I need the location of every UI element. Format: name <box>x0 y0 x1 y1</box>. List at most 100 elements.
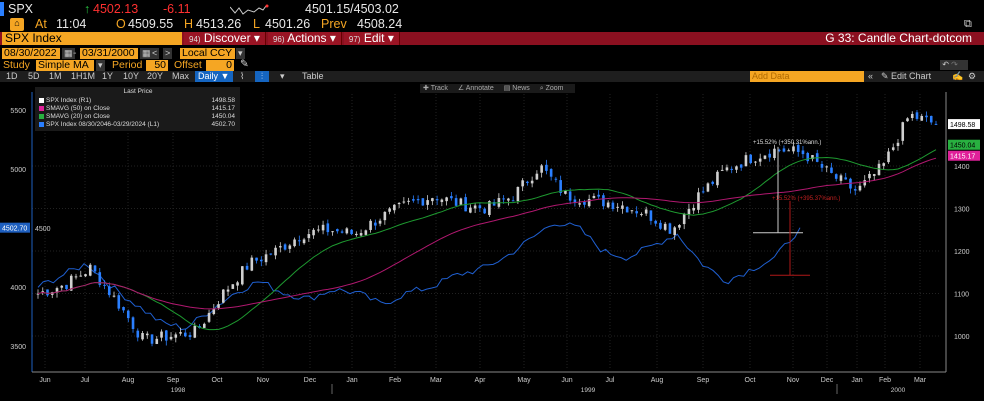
candle-body <box>412 199 415 201</box>
candle-body <box>549 169 553 177</box>
candle-body <box>616 206 619 208</box>
track-label: Track <box>430 85 448 92</box>
period-input[interactable]: 50 <box>146 60 168 71</box>
price-chart[interactable]: 1000 1100 1200 1300 1400 3500 4000 4500 5000 5500… <box>0 82 984 401</box>
candle-body <box>402 201 406 203</box>
study-select[interactable]: Simple MA <box>36 60 94 71</box>
annotate-tool[interactable]: ∠ Annotate <box>457 85 494 92</box>
candle-body <box>65 284 68 290</box>
security-field[interactable]: SPX Index <box>2 32 182 45</box>
timeframe-20y[interactable]: 20Y <box>147 71 164 81</box>
gauge-icon[interactable]: ⌂ <box>10 18 24 31</box>
candle-body <box>326 223 330 233</box>
chart-type-dropdown-icon[interactable]: ▾ <box>280 71 285 81</box>
news-tool[interactable]: ▤ News <box>503 85 530 92</box>
candle-body <box>777 149 781 151</box>
candle-body <box>758 158 762 162</box>
annotate-label: Annotate <box>465 85 494 92</box>
edit-chart-button[interactable]: ✎ Edit Chart <box>881 71 932 81</box>
candle-body <box>388 208 391 212</box>
timeframe-1y[interactable]: 1Y <box>102 71 114 81</box>
page-title: G 33: Candle Chart-dotcom <box>825 31 972 45</box>
calendar-icon[interactable]: ▦ <box>140 48 153 59</box>
settings-gear-icon[interactable]: ⚙ <box>968 71 977 81</box>
collapse-icon[interactable]: « <box>868 71 874 81</box>
candle-body <box>739 164 743 168</box>
redo-icon[interactable]: ↷ <box>951 60 958 69</box>
candle-body <box>507 198 510 201</box>
track-tool[interactable]: ✚ Track <box>423 85 448 92</box>
timeframe-1d[interactable]: 1D <box>6 71 18 81</box>
candle-body <box>364 230 368 235</box>
candle-body <box>920 115 924 121</box>
candle-body <box>554 178 558 180</box>
timeframe-1h1m[interactable]: 1H1M <box>71 71 96 81</box>
popout-icon[interactable]: ⧉ <box>964 18 972 30</box>
month-label: Jul <box>606 377 615 384</box>
candle-body <box>264 254 268 263</box>
candle-body <box>340 231 344 233</box>
month-label: Dec <box>304 377 317 384</box>
actions-button[interactable]: 96) Actions ▾ <box>267 32 342 45</box>
candle-body <box>929 115 933 123</box>
candle-body <box>222 289 225 303</box>
candle-body <box>573 199 577 204</box>
low: 4501.26 <box>265 17 311 31</box>
candle-body <box>763 155 767 159</box>
legend-item[interactable]: SPX Index 08/30/2046-03/29/2024 (L1) 4502… <box>39 121 237 128</box>
candle-body <box>716 171 719 186</box>
currency-select[interactable]: Local CCY <box>180 48 235 59</box>
legend-item[interactable]: SMAVG (50) on Close 1415.17 <box>39 105 237 112</box>
candle-body <box>882 163 886 166</box>
currency-dropdown-icon[interactable]: ▾ <box>236 48 245 59</box>
calendar-icon[interactable]: ▦ <box>62 48 75 59</box>
zoom-tool[interactable]: ⌕ Zoom <box>539 85 564 92</box>
edit-button[interactable]: 97) Edit ▾ <box>343 32 400 45</box>
candle-body <box>787 150 791 152</box>
end-date-input[interactable]: 03/31/2000 <box>80 48 138 59</box>
sma50-tag: 1415.17 <box>950 154 975 161</box>
offset-input[interactable]: 0 <box>206 60 234 71</box>
study-dropdown-icon[interactable]: ▾ <box>96 60 105 71</box>
legend-item[interactable]: SPX Index (R1) 1498.58 <box>39 97 237 104</box>
sma20-line <box>37 149 937 331</box>
month-label: Mar <box>914 377 927 384</box>
candle-body <box>122 307 125 311</box>
legend-item[interactable]: SMAVG (20) on Close 1450.04 <box>39 113 237 120</box>
line-chart-icon[interactable]: ⌇ <box>240 71 245 81</box>
candle-body <box>93 265 97 272</box>
candle-body <box>69 275 73 291</box>
candle-body <box>440 199 444 203</box>
add-data-input[interactable]: Add Data <box>750 71 864 82</box>
undo-icon[interactable]: ↶ <box>940 60 949 69</box>
timeframe-1m[interactable]: 1M <box>49 71 62 81</box>
discover-button[interactable]: 94) Discover ▾ <box>184 32 266 45</box>
candle-body <box>88 264 92 276</box>
candle-body <box>872 174 876 176</box>
timeframe-10y[interactable]: 10Y <box>123 71 140 81</box>
candle-body <box>269 253 273 255</box>
next-period-button[interactable]: > <box>163 48 173 59</box>
timeframe-5d[interactable]: 5D <box>28 71 40 81</box>
candle-body <box>236 282 239 286</box>
candle-body <box>768 153 772 158</box>
frequency-select[interactable]: Daily ▼ <box>195 71 233 82</box>
net-change: -6.11 <box>163 2 191 16</box>
candle-body <box>659 222 662 229</box>
selection-marker <box>0 2 4 16</box>
candle-body <box>450 196 453 199</box>
month-label: Nov <box>257 377 270 384</box>
candle-chart-icon[interactable]: ⫶ <box>255 71 269 82</box>
edit-num: 97) <box>348 35 361 44</box>
candle-body <box>901 122 905 141</box>
right-tick-label: 1100 <box>954 292 969 299</box>
prev-period-button[interactable]: < <box>150 48 160 59</box>
annotate-edit-icon[interactable]: ✍ <box>952 71 964 81</box>
candle-body <box>697 192 700 210</box>
table-button[interactable]: Table <box>302 71 324 81</box>
right-tick-label: 1200 <box>954 249 970 256</box>
pencil-icon[interactable]: ✎ <box>240 58 249 70</box>
undo-redo: ↶ ↷ <box>940 60 968 70</box>
start-date-input[interactable]: 08/30/2022 <box>2 48 60 59</box>
timeframe-max[interactable]: Max <box>172 71 190 81</box>
